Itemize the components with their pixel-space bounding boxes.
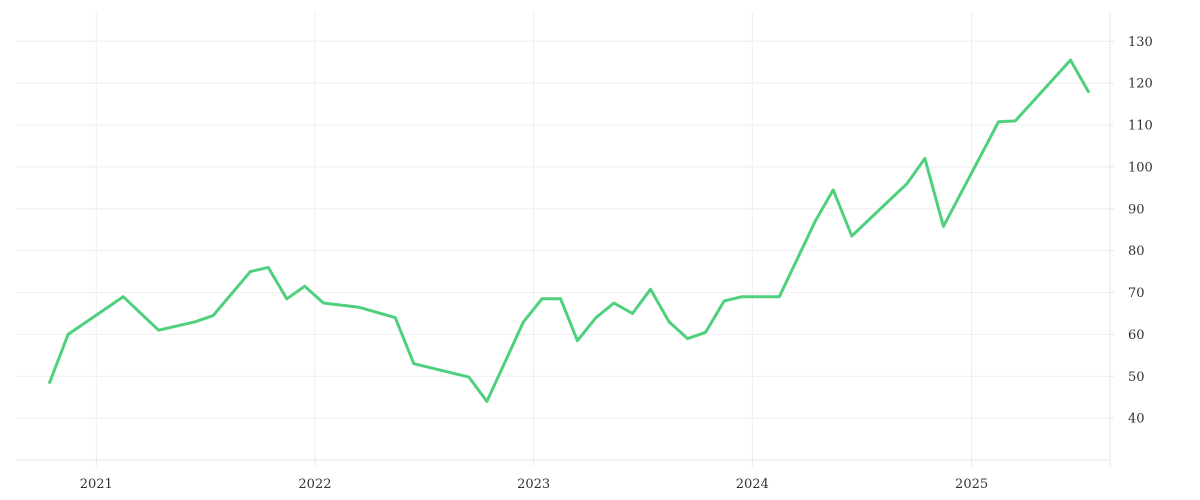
axis-layer — [16, 12, 1114, 466]
y-tick-label: 100 — [1128, 160, 1153, 175]
y-tick-label: 130 — [1128, 35, 1153, 50]
x-tick-label: 2022 — [298, 477, 331, 492]
y-tick-label: 90 — [1128, 202, 1145, 217]
series-layer — [48, 58, 1090, 403]
y-tick-label: 70 — [1128, 286, 1145, 301]
y-tick-label: 60 — [1128, 328, 1145, 343]
y-tick-label: 80 — [1128, 244, 1145, 259]
y-tick-label: 50 — [1128, 370, 1145, 385]
x-tick-label: 2025 — [955, 477, 988, 492]
tick-label-layer: 40 50 60 70 80 90 100 110 120 130 2021 2022 2023 2024… — [80, 35, 1153, 492]
x-tick-label: 2023 — [517, 477, 550, 492]
x-tick-label: 2024 — [736, 477, 769, 492]
y-tick-label: 40 — [1128, 412, 1145, 427]
grid-layer — [16, 12, 1110, 460]
x-tick-label: 2021 — [80, 477, 113, 492]
series-line — [48, 58, 1090, 403]
y-tick-label: 110 — [1128, 119, 1153, 134]
y-tick-label: 120 — [1128, 77, 1153, 92]
